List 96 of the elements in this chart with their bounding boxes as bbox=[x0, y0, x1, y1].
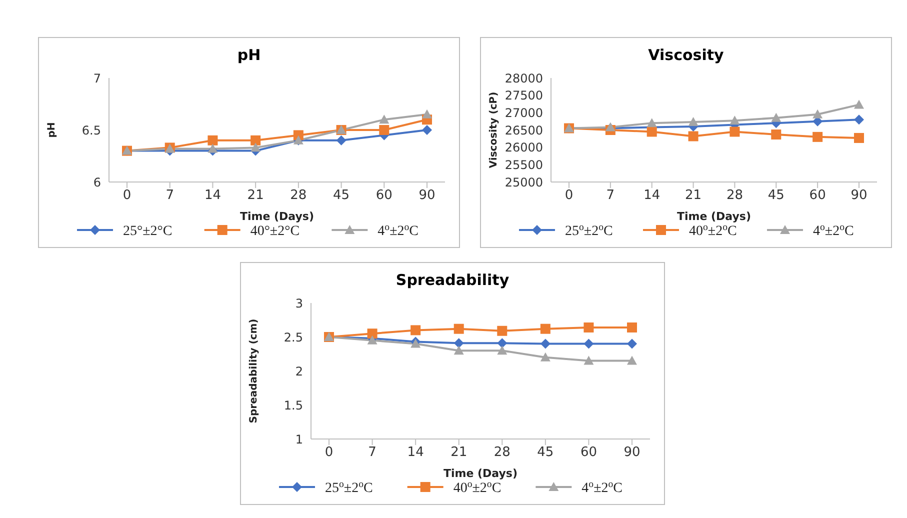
point bbox=[854, 132, 864, 143]
y-tick-label: 6 bbox=[93, 175, 101, 190]
point bbox=[250, 142, 261, 152]
legend-label: 40$^{o}$±2$^{o}$C bbox=[453, 478, 502, 496]
y-axis-title: Viscosity (cP) bbox=[488, 92, 500, 168]
point bbox=[854, 100, 864, 109]
legend-label: 25$^{o}$±2$^{o}$C bbox=[325, 478, 373, 496]
x-tick-label: 14 bbox=[204, 188, 221, 204]
y-tick-label: 2.5 bbox=[284, 330, 303, 344]
point bbox=[688, 131, 698, 142]
y-tick-label: 2 bbox=[295, 364, 303, 378]
x-tick-label: 7 bbox=[166, 188, 174, 204]
x-tick-label: 0 bbox=[122, 188, 132, 204]
x-tick-label: 60 bbox=[809, 188, 826, 204]
chart-title: Viscosity bbox=[647, 45, 725, 66]
point bbox=[812, 109, 823, 118]
point bbox=[584, 338, 594, 349]
legend-label: 40°±2°C bbox=[250, 224, 300, 239]
legend-label: 4$^{o}$±2$^{o}$C bbox=[813, 222, 854, 239]
x-tick-label: 90 bbox=[418, 188, 436, 204]
y-tick-label: 1.5 bbox=[284, 398, 303, 412]
x-tick-label: 28 bbox=[494, 445, 510, 460]
y-tick-label: 27500 bbox=[504, 88, 543, 103]
point bbox=[208, 135, 218, 146]
chart-title: pH bbox=[236, 45, 262, 66]
point bbox=[771, 130, 782, 140]
point bbox=[454, 324, 464, 334]
point bbox=[379, 125, 390, 135]
y-tick-label: 25500 bbox=[504, 158, 543, 172]
x-tick-label: 21 bbox=[450, 445, 468, 460]
point bbox=[646, 126, 657, 137]
x-tick-label: 60 bbox=[580, 445, 597, 460]
legend-label: 25°±2°C bbox=[123, 224, 172, 239]
x-tick-label: 14 bbox=[407, 445, 424, 460]
y-axis-title: pH bbox=[46, 122, 58, 138]
x-tick-label: 0 bbox=[564, 188, 574, 204]
chart-title: Spreadability bbox=[394, 270, 510, 291]
point bbox=[336, 135, 346, 146]
point bbox=[730, 126, 740, 137]
point bbox=[646, 118, 657, 128]
y-tick-label: 26000 bbox=[504, 140, 543, 155]
point bbox=[584, 322, 594, 332]
point bbox=[454, 338, 464, 348]
point bbox=[627, 322, 637, 332]
point bbox=[422, 125, 432, 135]
y-tick-label: 26500 bbox=[504, 123, 543, 138]
point bbox=[540, 324, 550, 334]
y-tick-label: 3 bbox=[295, 296, 303, 310]
point bbox=[627, 356, 637, 365]
point bbox=[771, 112, 782, 122]
x-tick-label: 7 bbox=[368, 445, 376, 460]
legend-label: 25$^{o}$±2$^{o}$C bbox=[565, 222, 613, 239]
x-tick-label: 28 bbox=[290, 188, 307, 204]
point bbox=[497, 326, 508, 336]
point bbox=[540, 352, 550, 362]
x-tick-label: 45 bbox=[537, 445, 554, 460]
x-tick-label: 28 bbox=[726, 188, 743, 204]
point bbox=[367, 328, 378, 339]
point bbox=[250, 135, 261, 146]
point bbox=[584, 356, 594, 365]
x-tick-label: 60 bbox=[376, 188, 392, 204]
x-tick-label: 7 bbox=[606, 188, 615, 204]
y-tick-label: 6.5 bbox=[82, 123, 101, 138]
y-tick-label: 28000 bbox=[504, 71, 543, 86]
point bbox=[454, 346, 464, 355]
legend-label: 40$^{o}$±2$^{o}$C bbox=[689, 222, 737, 239]
x-tick-label: 21 bbox=[247, 188, 264, 204]
point bbox=[627, 338, 637, 349]
y-tick-label: 7 bbox=[93, 71, 101, 86]
point bbox=[422, 109, 432, 118]
x-axis-title: Time (Days) bbox=[676, 210, 752, 223]
point bbox=[854, 114, 864, 125]
x-tick-label: 21 bbox=[685, 188, 702, 204]
x-tick-label: 45 bbox=[333, 188, 350, 204]
point bbox=[730, 116, 740, 125]
x-tick-label: 0 bbox=[324, 445, 334, 460]
y-axis-title: Spreadability (cm) bbox=[248, 318, 260, 424]
x-axis-title: Time (Days) bbox=[240, 210, 314, 223]
point bbox=[688, 117, 698, 126]
y-tick-label: 27000 bbox=[504, 106, 543, 120]
legend-label: 4$^{o}$±2$^{o}$C bbox=[378, 222, 419, 239]
x-axis-title: Time (Days) bbox=[443, 467, 518, 480]
y-tick-label: 25000 bbox=[504, 175, 543, 190]
x-tick-label: 45 bbox=[768, 188, 784, 204]
point bbox=[540, 338, 550, 349]
y-tick-label: 1 bbox=[295, 432, 303, 446]
x-tick-label: 90 bbox=[850, 188, 868, 204]
point bbox=[812, 132, 823, 142]
x-tick-label: 14 bbox=[644, 188, 660, 204]
point bbox=[410, 325, 421, 336]
x-tick-label: 90 bbox=[624, 445, 640, 460]
point bbox=[208, 144, 218, 153]
point bbox=[497, 346, 508, 355]
point bbox=[497, 338, 508, 348]
point bbox=[379, 114, 390, 124]
legend-label: 4$^{o}$±2$^{o}$C bbox=[582, 478, 623, 496]
